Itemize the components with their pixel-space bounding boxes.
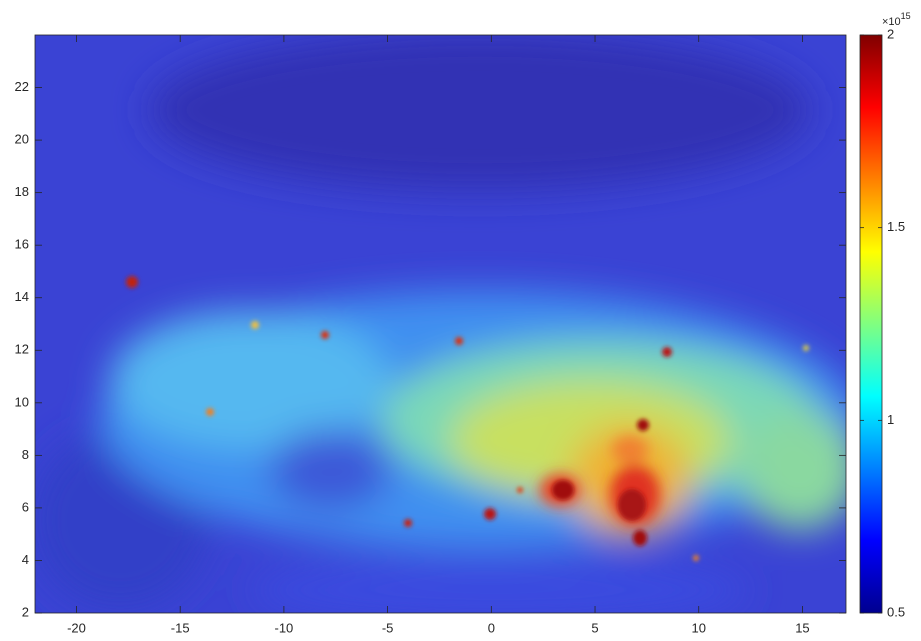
x-tick-label: 15 xyxy=(795,620,809,635)
y-tick-label: 16 xyxy=(15,237,29,252)
colorbar-tick-label: 2 xyxy=(887,26,894,41)
y-tick-label: 14 xyxy=(15,289,29,304)
colorbar-exponent: ×1015 xyxy=(882,11,911,28)
x-tick-label: -15 xyxy=(171,620,190,635)
x-tick-label: -5 xyxy=(382,620,394,635)
colorbar-tick-label: 1 xyxy=(887,412,894,427)
y-tick-label: 8 xyxy=(22,447,29,462)
x-tick-label: 5 xyxy=(591,620,598,635)
y-tick-label: 20 xyxy=(15,132,29,147)
heatmap-field xyxy=(30,30,860,620)
y-tick-label: 4 xyxy=(22,552,29,567)
y-tick-label: 12 xyxy=(15,342,29,357)
x-tick-label: 10 xyxy=(691,620,705,635)
x-tick-label: 0 xyxy=(488,620,495,635)
colorbar-tick-label: 0.5 xyxy=(887,604,905,619)
exponent-power: 15 xyxy=(901,11,911,21)
y-tick-label: 22 xyxy=(15,79,29,94)
colorbar-tick-label: 1.5 xyxy=(887,219,905,234)
y-tick-label: 2 xyxy=(22,604,29,619)
colorbar xyxy=(860,35,882,613)
y-tick-label: 10 xyxy=(15,394,29,409)
x-tick-label: -20 xyxy=(67,620,86,635)
y-tick-label: 6 xyxy=(22,499,29,514)
x-tick-label: -10 xyxy=(275,620,294,635)
chart: ×1015 -20-15-10-505101524681012141618202… xyxy=(0,0,921,636)
y-tick-label: 18 xyxy=(15,184,29,199)
